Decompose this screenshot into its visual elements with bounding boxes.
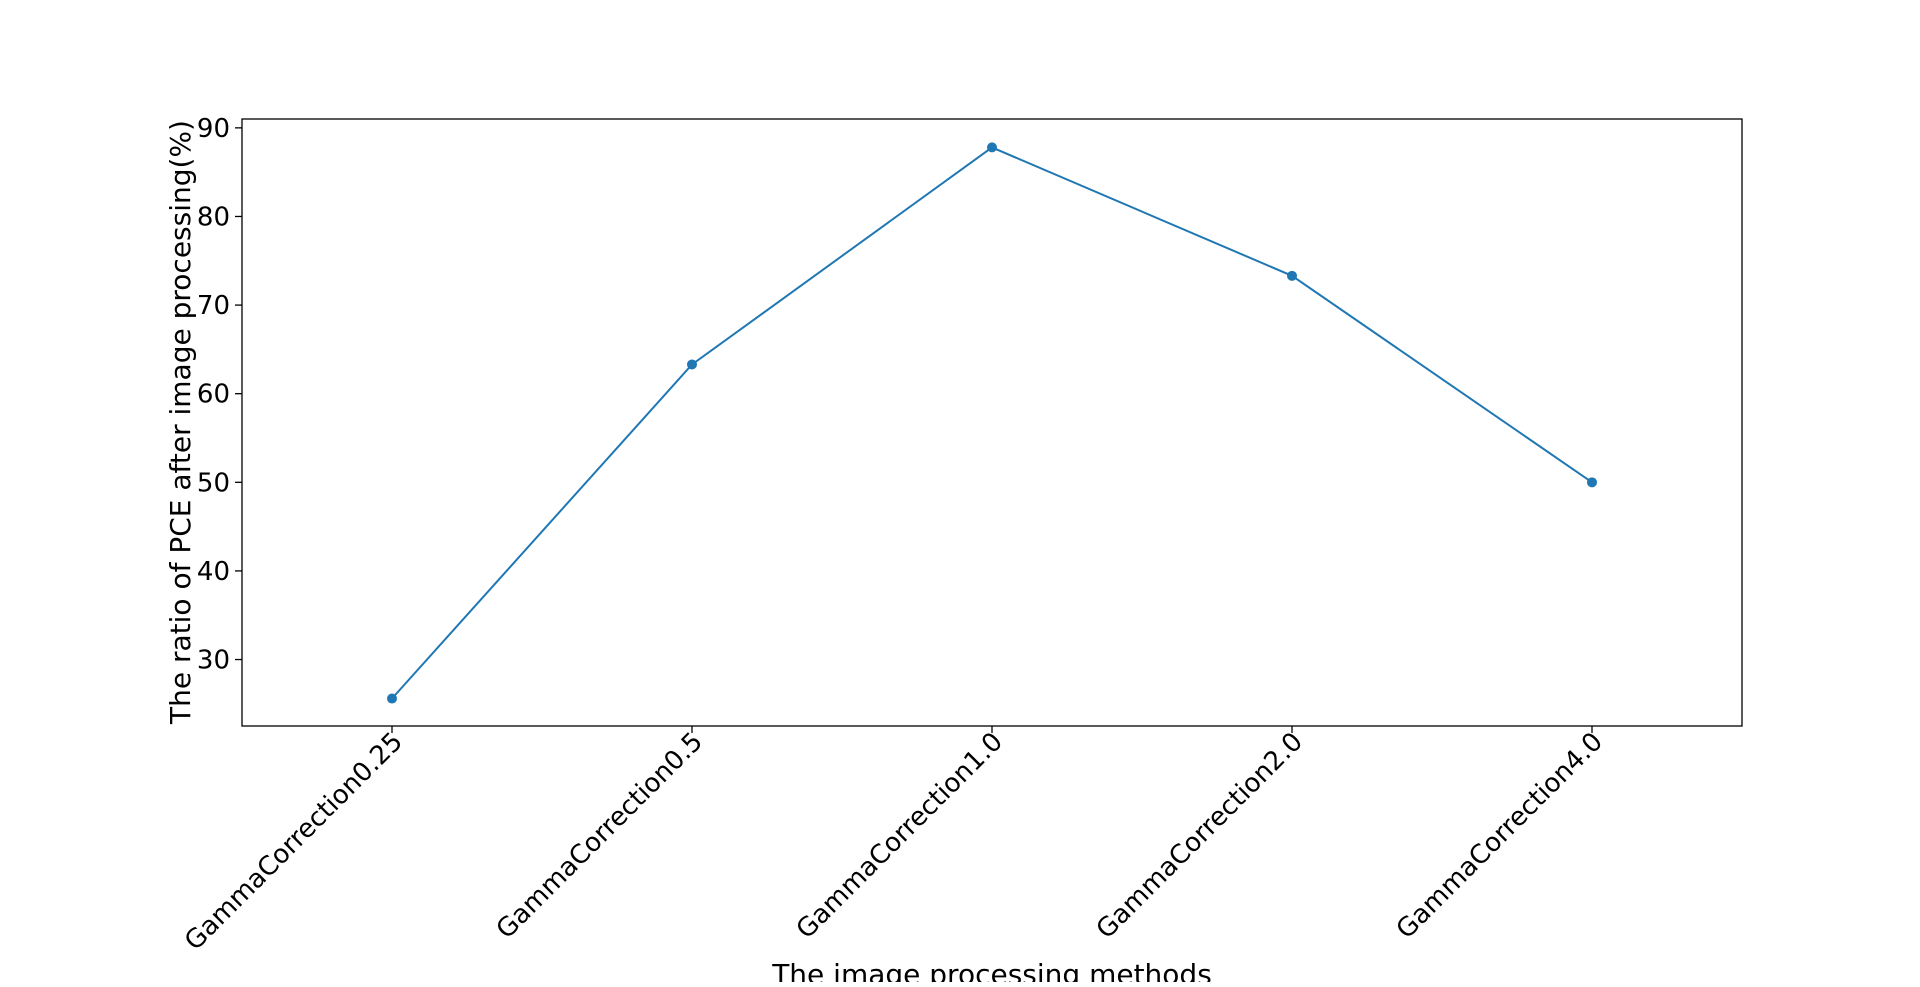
data-point <box>687 359 697 370</box>
y-axis: 30 40 50 60 70 80 90 <box>197 114 242 676</box>
x-axis-label: The image processing methods <box>771 958 1212 982</box>
y-tick-label: 50 <box>197 468 230 498</box>
y-tick-label: 60 <box>197 380 230 410</box>
y-tick-label: 40 <box>197 557 230 587</box>
y-axis-label: The ratio of PCE after image processing(… <box>164 120 197 725</box>
y-tick-label: 30 <box>197 646 230 676</box>
data-point <box>1287 270 1297 281</box>
y-tick-label: 80 <box>197 202 230 232</box>
data-point <box>987 142 997 153</box>
y-tick-label: 70 <box>197 291 230 321</box>
y-tick-label: 90 <box>197 114 230 144</box>
data-point <box>1587 477 1597 488</box>
plot-area <box>387 142 1597 704</box>
data-point <box>387 693 397 704</box>
